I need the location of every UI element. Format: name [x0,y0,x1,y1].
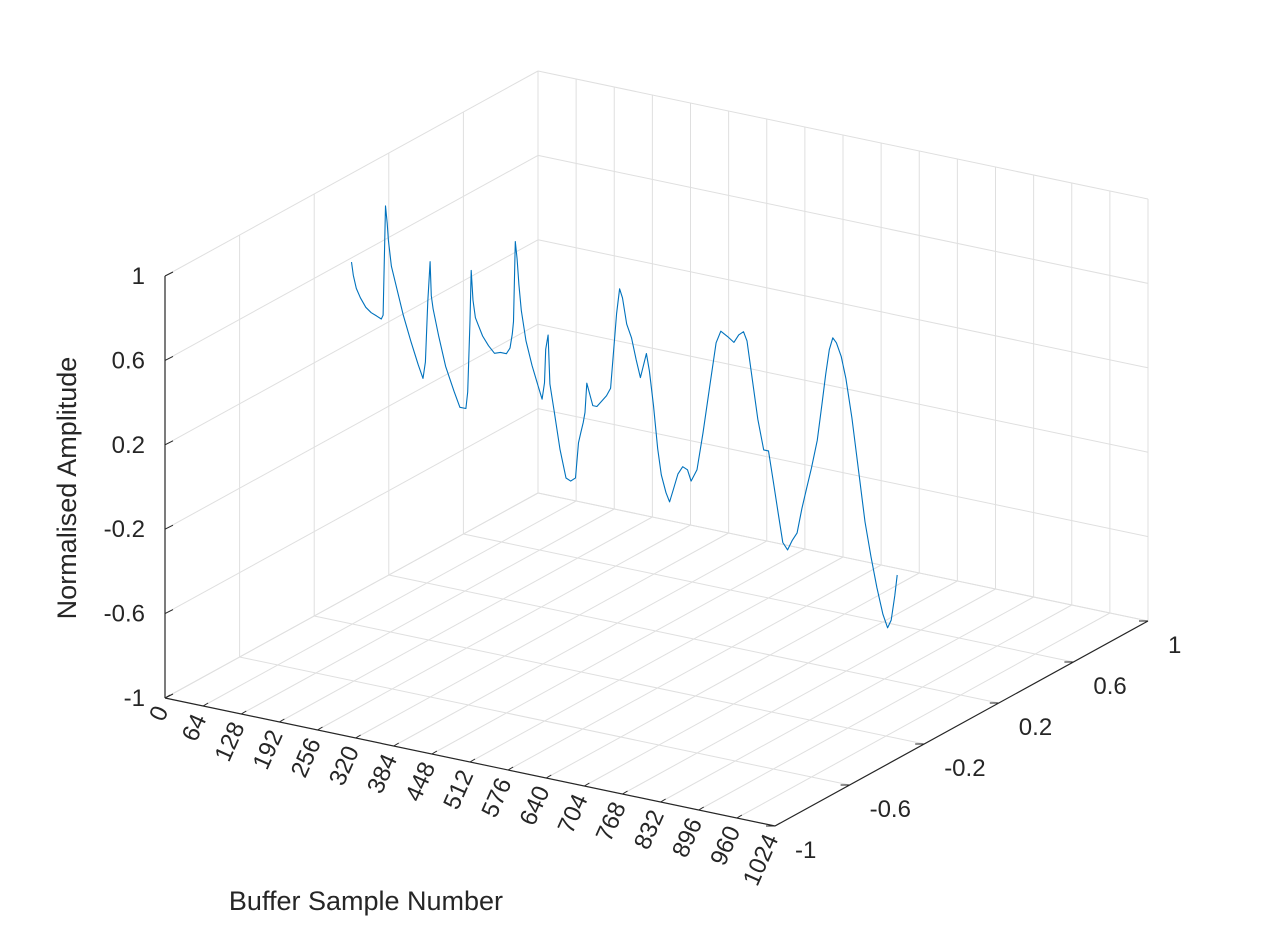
series-line [350,205,898,629]
x-tick-label: 640 [515,782,556,830]
grid-line-floor-y [239,656,850,786]
x-tick-label: 64 [177,710,213,745]
grid-line-leftwall-z [164,70,539,277]
x-tick-mark [660,798,666,803]
grid-line-floor-y [463,533,1074,663]
grid-line-backwall-z [537,492,1149,622]
z-axis-label: Normalised Amplitude [52,357,82,620]
z-tick-mark [164,693,174,699]
x-tick-mark [698,806,705,811]
grid-line-floor-x [507,564,882,771]
y-tick-label: 1 [1168,632,1181,659]
grid-line-floor-x [431,548,806,755]
tick-labels: 0 641281922563203844485125766407047688328… [104,263,1182,890]
grid-line-floor-x [546,572,920,779]
grid-line-floor-x [660,596,1034,803]
x-tick-mark [469,758,476,763]
tick-marks [164,271,1148,827]
grid-line-floor-y [314,615,925,745]
grid-line-floor-x [317,524,691,731]
x-tick-label: 1024 [738,830,784,890]
x-tick-mark [507,766,514,771]
x-tick-mark [545,774,552,779]
grid-line-floor-x [698,604,1072,811]
x-tick-mark [774,822,781,827]
x-tick-mark [622,790,628,795]
grid-line-floor-x [241,508,615,715]
grid-line-floor-x [469,556,844,763]
grid-line-floor-x [736,612,1111,819]
x-tick-mark [584,782,590,787]
x-tick-mark [736,814,743,819]
z-tick-mark [164,440,174,446]
x-tick-label: 448 [400,758,441,806]
x-tick-mark [317,726,323,731]
y-tick-label: -0.2 [944,755,985,782]
x-tick-mark [355,734,361,739]
x-tick-label: 576 [476,774,517,822]
grid-lines [164,70,1149,827]
x-tick-mark [431,750,438,755]
grid-line-backwall-z [537,323,1149,453]
z-tick-mark [164,524,174,530]
x-tick-label: 896 [667,814,708,862]
grid-line-leftwall-z [164,408,539,615]
x-tick-label: 768 [591,798,632,846]
grid-line-backwall-z [537,154,1149,284]
x-tick-label: 704 [553,790,594,838]
z-tick-label: 1 [132,263,145,290]
y-tick-label: -1 [795,837,816,864]
x-tick-label: 320 [324,742,365,790]
y-tick-label: 0.6 [1093,673,1126,700]
y-tick-label: -0.6 [870,796,911,823]
x-tick-label: 512 [438,766,479,814]
z-tick-mark [164,271,174,277]
grid-line-floor-x [355,532,729,739]
grid-line-leftwall-z [164,154,539,361]
x-tick-label: 832 [629,806,670,854]
z-tick-mark [164,355,174,361]
x-tick-label: 192 [248,726,289,774]
x-tick-label: 128 [210,718,251,766]
z-tick-label: -1 [124,685,145,712]
y-tick-label: 0.2 [1019,714,1052,741]
grid-line-leftwall-z [164,323,539,530]
x-tick-mark [240,710,247,715]
grid-line-backwall-z [537,239,1149,369]
x-axis-label: Buffer Sample Number [229,886,503,916]
z-tick-mark [164,609,174,615]
x-tick-label: 960 [705,822,746,870]
x-tick-mark [279,718,285,723]
z-tick-label: -0.6 [104,601,145,628]
z-tick-label: 0.6 [112,347,145,374]
y-axis-line [774,620,1149,827]
z-tick-label: -0.2 [104,516,145,543]
grid-line-backwall-z [537,70,1149,200]
grid-line-floor-x [584,580,958,787]
x-tick-label: 384 [362,750,403,798]
grid-line-leftwall-z [164,239,539,446]
grid-line-floor-x [393,540,767,747]
z-tick-label: 0.2 [112,432,145,459]
grid-line-leftwall-z [164,492,539,699]
grid-line-floor-x [202,500,577,707]
grid-line-floor-x [622,588,996,795]
series-layer [350,205,898,629]
grid-line-floor-x [279,516,653,723]
x-tick-label: 256 [286,734,327,782]
x-tick-mark [202,702,209,707]
x-tick-mark [393,742,400,747]
x-tick-label: 0 [144,702,174,725]
grid-line-floor-y [388,574,999,704]
grid-line-backwall-z [537,408,1149,538]
